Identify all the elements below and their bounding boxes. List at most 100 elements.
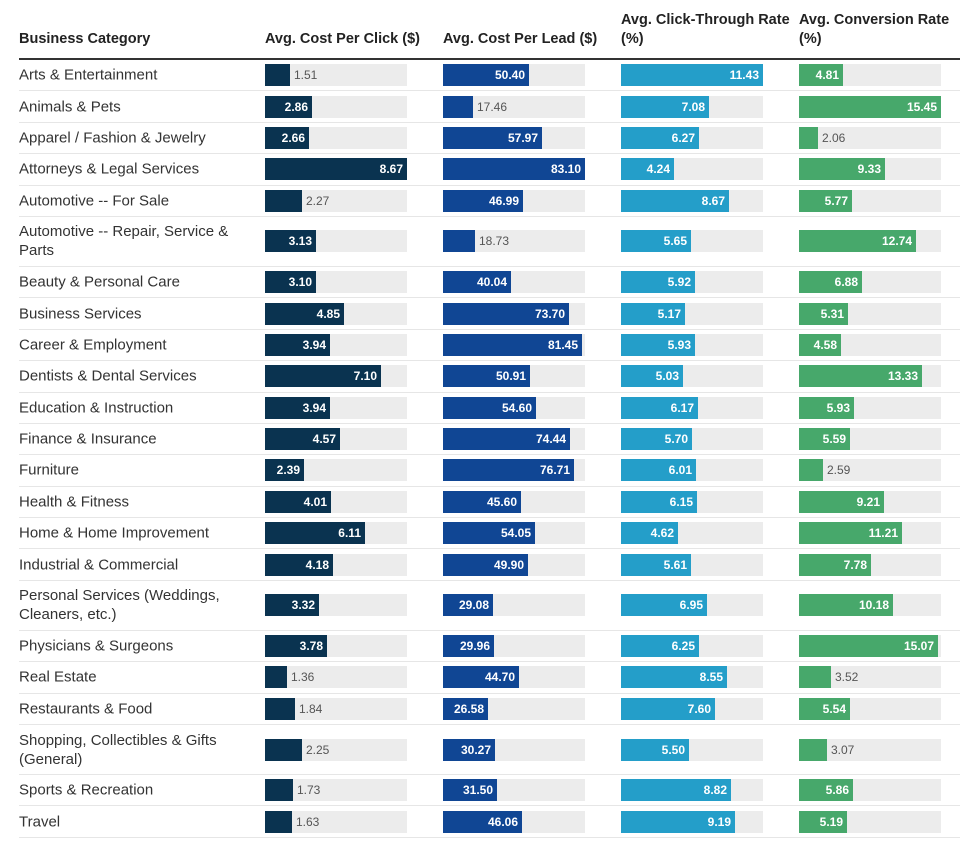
bar-track-cpc: 1.63	[265, 810, 407, 833]
bar-cvr	[799, 738, 827, 761]
table-header: Business Category Avg. Cost Per Click ($…	[19, 0, 960, 60]
bar-cpl	[443, 779, 497, 802]
bar-track-cpc: 4.85	[265, 302, 407, 325]
bar-track-cvr: 9.21	[799, 490, 941, 513]
bar-cvr	[799, 428, 850, 451]
value-label-cpl: 49.90	[493, 557, 524, 572]
value-label-cpc: 7.10	[353, 369, 377, 384]
bar-track-ctr: 6.95	[621, 594, 763, 617]
bar-track-ctr: 6.17	[621, 396, 763, 419]
header-cost-per-click[interactable]: Avg. Cost Per Click ($)	[265, 31, 420, 47]
bar-cvr	[799, 522, 902, 545]
value-label-cpl: 17.46	[477, 99, 508, 114]
category-label: Home & Home Improvement	[19, 524, 210, 542]
bar-cpl	[443, 635, 494, 658]
bar-ctr	[621, 810, 735, 833]
value-label-ctr: 8.67	[701, 193, 725, 208]
table-row: Finance & Insurance 4.57 74.44 5.70 5.59	[19, 424, 960, 456]
bar-track-cvr: 15.07	[799, 635, 941, 658]
value-label-cpc: 1.84	[299, 701, 323, 716]
bar-ctr	[621, 333, 695, 356]
value-label-cpl: 57.97	[507, 130, 538, 145]
value-label-cvr: 5.86	[825, 783, 849, 798]
category-label: Career & Employment	[19, 336, 167, 354]
bar-cpc	[265, 697, 295, 720]
category-label: Sports & Recreation	[19, 781, 154, 799]
bar-cpl	[443, 396, 536, 419]
value-label-ctr: 6.27	[671, 130, 695, 145]
bar-track-cpl: 57.97	[443, 126, 585, 149]
table-row: Automotive -- Repair, Service & Parts 3.1…	[19, 217, 960, 267]
bar-track-cvr: 5.86	[799, 779, 941, 802]
bar-track-cpc: 2.86	[265, 95, 407, 118]
bar-cvr	[799, 697, 850, 720]
bar-track-cvr: 13.33	[799, 365, 941, 388]
bar-track-cvr: 3.07	[799, 738, 941, 761]
bar-ctr	[621, 666, 727, 689]
bar-ctr	[621, 95, 709, 118]
category-label: Animals & Pets	[19, 98, 121, 116]
bar-track-cpc: 3.94	[265, 333, 407, 356]
bar-cpl	[443, 302, 569, 325]
bar-track-cpl: 81.45	[443, 333, 585, 356]
value-label-cpl: 45.60	[486, 494, 517, 509]
table-row: Real Estate 1.36 44.70 8.55 3.52	[19, 662, 960, 694]
header-click-through-rate[interactable]: Avg. Click-Through Rate (%)	[621, 12, 790, 47]
value-label-cvr: 3.07	[831, 742, 855, 757]
bar-track-cvr: 5.93	[799, 396, 941, 419]
value-label-cpc: 6.11	[338, 526, 361, 541]
value-label-ctr: 9.19	[707, 814, 731, 829]
bar-cvr	[799, 666, 831, 689]
bar-cpl	[443, 64, 529, 87]
value-label-ctr: 6.25	[671, 639, 695, 654]
bar-track-cvr: 2.59	[799, 459, 941, 482]
bar-track-cpc: 3.10	[265, 271, 407, 294]
bar-cpl	[443, 230, 475, 253]
bar-ctr	[621, 189, 729, 212]
bar-ctr	[621, 396, 698, 419]
table-row: Personal Services (Weddings, Cleaners, e…	[19, 581, 960, 631]
value-label-cpl: 50.91	[495, 369, 526, 384]
bar-track-ctr: 8.67	[621, 189, 763, 212]
bar-track-cpc: 6.11	[265, 522, 407, 545]
bar-track-cpl: 18.73	[443, 230, 585, 253]
bar-track-cvr: 2.06	[799, 126, 941, 149]
bar-ctr	[621, 553, 691, 576]
table-row: Sports & Recreation 1.73 31.50 8.82 5.86	[19, 775, 960, 807]
bar-track-cvr: 9.33	[799, 158, 941, 181]
bar-track-cpc: 3.78	[265, 635, 407, 658]
bar-cpl	[443, 459, 574, 482]
value-label-ctr: 5.17	[657, 306, 681, 321]
bar-track-ctr: 8.82	[621, 779, 763, 802]
bar-track-ctr: 4.24	[621, 158, 763, 181]
bar-track-cvr: 6.88	[799, 271, 941, 294]
bar-track-cpc: 4.01	[265, 490, 407, 513]
bar-cpl	[443, 365, 530, 388]
bar-cpc	[265, 779, 293, 802]
bar-track-ctr: 5.17	[621, 302, 763, 325]
bar-cpl	[443, 333, 582, 356]
bar-track-ctr: 6.01	[621, 459, 763, 482]
header-conversion-rate[interactable]: Avg. Conversion Rate (%)	[799, 12, 950, 47]
value-label-cpc: 1.73	[297, 783, 321, 798]
bar-track-cpc: 4.18	[265, 553, 407, 576]
bar-track-cpc: 2.66	[265, 126, 407, 149]
bar-track-cpc: 7.10	[265, 365, 407, 388]
value-label-ctr: 6.15	[669, 494, 693, 509]
bar-track-cpl: 26.58	[443, 697, 585, 720]
category-label: Finance & Insurance	[19, 430, 157, 448]
bar-track-ctr: 7.08	[621, 95, 763, 118]
value-label-cvr: 6.88	[834, 275, 858, 290]
value-label-cpc: 4.01	[303, 494, 327, 509]
bar-ctr	[621, 302, 685, 325]
bar-cpc	[265, 810, 292, 833]
value-label-cvr: 5.93	[826, 400, 850, 415]
header-business-category[interactable]: Business Category	[19, 31, 151, 47]
bar-cvr	[799, 189, 852, 212]
header-cost-per-lead[interactable]: Avg. Cost Per Lead ($)	[443, 31, 598, 47]
table-row: Health & Fitness 4.01 45.60 6.15 9.21	[19, 487, 960, 519]
bar-track-cpc: 4.57	[265, 428, 407, 451]
bar-cvr	[799, 396, 854, 419]
value-label-cpl: 74.44	[535, 432, 566, 447]
value-label-cpc: 2.25	[306, 742, 330, 757]
